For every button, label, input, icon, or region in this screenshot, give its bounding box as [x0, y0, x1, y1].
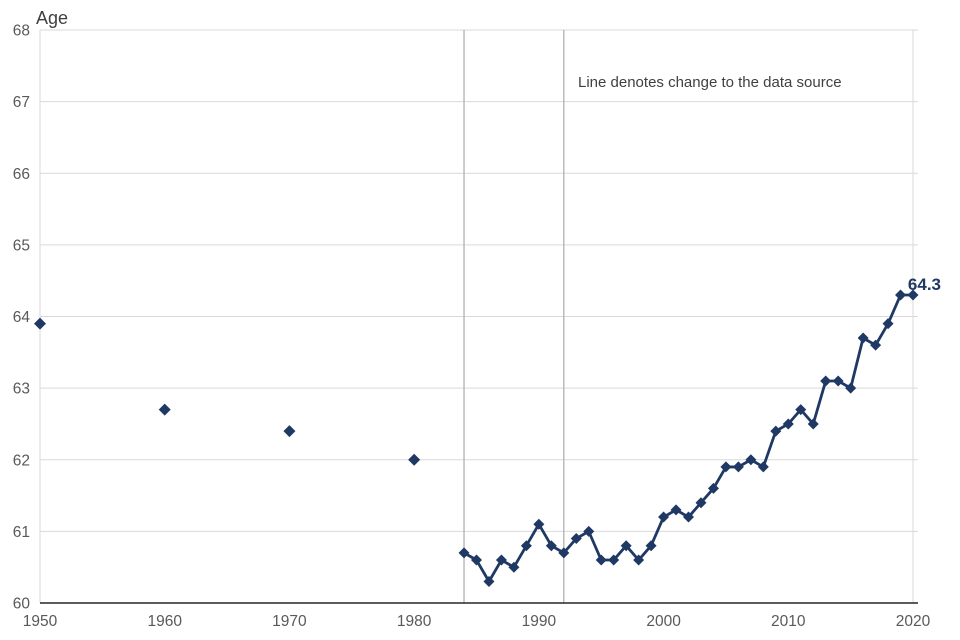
annual-data-point — [732, 461, 744, 473]
annual-data-point — [558, 547, 570, 559]
annual-data-point — [832, 375, 844, 387]
annual-data-point — [583, 525, 595, 537]
decennial-data-point — [158, 403, 171, 416]
annual-data-point — [757, 461, 769, 473]
x-tick-label: 2000 — [646, 613, 681, 630]
annual-data-point — [508, 561, 520, 573]
axis-title: Age — [36, 8, 68, 28]
annual-data-point — [845, 382, 857, 394]
annual-data-point — [608, 554, 620, 566]
annual-series-line — [462, 293, 915, 583]
decennial-data-point — [34, 317, 46, 330]
annual-data-point — [645, 540, 657, 552]
annual-data-point — [495, 554, 507, 566]
annual-data-point — [570, 533, 582, 545]
x-tick-label: 2010 — [771, 613, 806, 630]
x-tick-label: 1970 — [272, 613, 307, 630]
annual-data-point — [520, 540, 532, 552]
x-tick-label: 1950 — [23, 613, 58, 630]
decennial-data-point — [283, 425, 296, 438]
annual-data-point — [857, 332, 869, 344]
annual-data-point — [695, 497, 707, 509]
y-tick-label: 65 — [13, 237, 30, 254]
annual-data-point — [658, 511, 670, 523]
annual-data-point — [882, 318, 894, 330]
annual-data-point — [533, 518, 545, 530]
x-tick-label: 1990 — [522, 613, 557, 630]
annual-data-point — [670, 504, 682, 516]
annual-data-point — [795, 404, 807, 416]
y-tick-label: 66 — [13, 166, 30, 183]
annual-data-point — [633, 554, 645, 566]
y-tick-label: 63 — [13, 381, 30, 398]
decennial-data-point — [408, 453, 421, 466]
x-tick-label: 1960 — [147, 613, 182, 630]
annual-data-point — [870, 339, 882, 351]
y-tick-label: 64 — [13, 309, 31, 326]
annual-data-point — [545, 540, 557, 552]
y-tick-label: 67 — [13, 94, 30, 111]
y-tick-label: 61 — [13, 524, 30, 541]
annual-data-point — [471, 554, 482, 566]
annual-data-point — [895, 289, 907, 301]
annual-data-point — [595, 554, 607, 566]
y-tick-label: 62 — [13, 452, 30, 469]
annual-data-point — [907, 289, 919, 301]
annual-data-point — [720, 461, 732, 473]
x-tick-label: 2020 — [896, 613, 931, 630]
data-source-note: Line denotes change to the data source — [578, 74, 842, 91]
annual-data-point — [483, 576, 495, 588]
annual-data-point — [770, 425, 782, 437]
x-tick-label: 1980 — [397, 613, 432, 630]
annual-data-point — [782, 418, 794, 430]
y-tick-label: 60 — [13, 596, 31, 613]
end-value-label: 64.3 — [908, 275, 941, 294]
annual-data-point — [683, 511, 695, 523]
annual-data-point — [745, 454, 757, 466]
annual-data-point — [707, 482, 719, 494]
annual-data-point — [620, 540, 632, 552]
y-tick-label: 68 — [13, 23, 30, 40]
annual-data-point — [807, 418, 819, 430]
annual-data-point — [458, 547, 470, 559]
annual-data-point — [820, 375, 832, 387]
